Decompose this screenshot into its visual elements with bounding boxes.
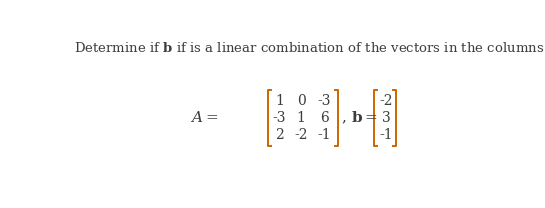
Text: 1: 1 [296, 111, 305, 125]
Text: 1: 1 [275, 94, 284, 108]
Text: -3: -3 [272, 111, 286, 125]
Text: 6: 6 [320, 111, 329, 125]
Text: 0: 0 [296, 94, 305, 108]
Text: -2: -2 [294, 128, 308, 142]
Text: Determine if $\mathbf{b}$ if is a linear combination of the vectors in the colum: Determine if $\mathbf{b}$ if is a linear… [74, 41, 545, 55]
Text: 3: 3 [382, 111, 391, 125]
Text: -1: -1 [379, 128, 393, 142]
Text: $\mathit{A}=$: $\mathit{A}=$ [190, 110, 219, 125]
Text: -2: -2 [379, 94, 393, 108]
Text: -1: -1 [317, 128, 331, 142]
Text: -3: -3 [318, 94, 331, 108]
Text: $,\,\mathbf{b}=$: $,\,\mathbf{b}=$ [341, 110, 378, 126]
Text: 2: 2 [275, 128, 284, 142]
